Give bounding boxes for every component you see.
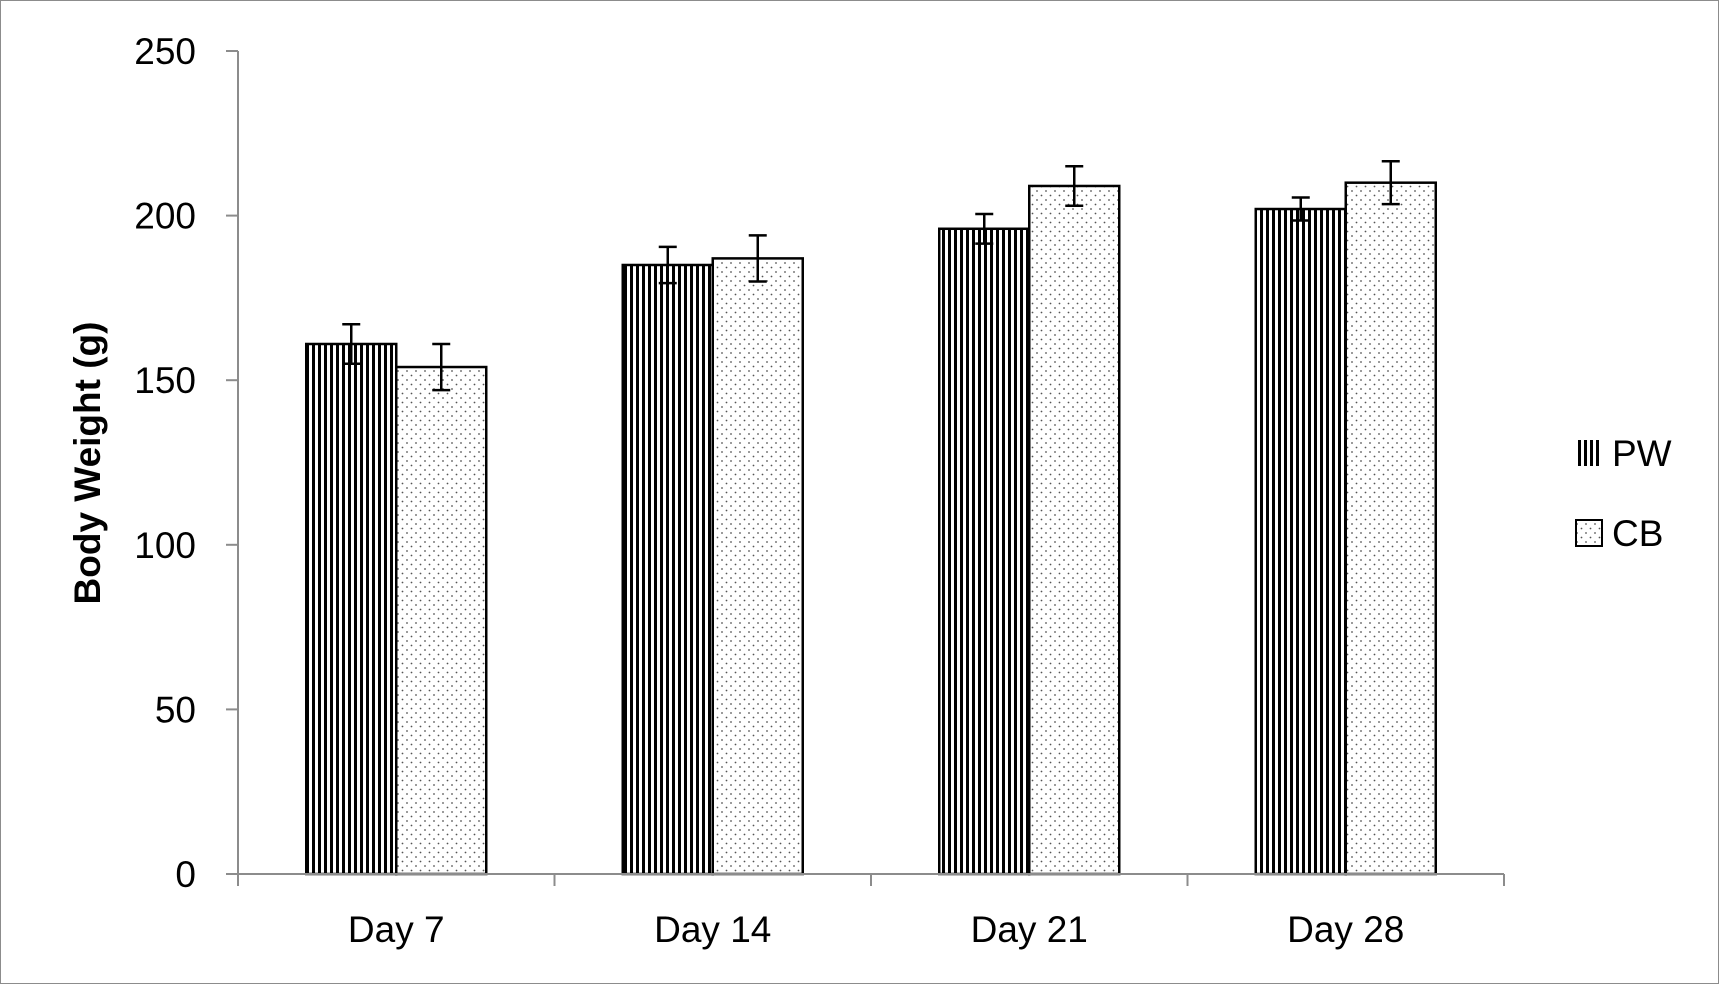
error-bar-cb <box>748 234 767 283</box>
y-axis-title: Body Weight (g) <box>67 322 108 605</box>
y-tick-label: 200 <box>134 196 196 237</box>
plot-area <box>305 160 1437 876</box>
legend: PW CB <box>1575 433 1672 554</box>
bar-pw <box>938 227 1031 876</box>
bar-pw <box>1254 207 1347 876</box>
bar-pw <box>305 342 398 876</box>
y-tick-label: 50 <box>155 689 196 730</box>
error-bar-cb <box>1381 160 1400 206</box>
error-bar-pw <box>1291 196 1310 222</box>
bar-pw <box>621 263 714 876</box>
bar-cb <box>711 257 804 876</box>
bar-cb <box>1028 184 1121 876</box>
y-tick-label: 250 <box>134 31 196 72</box>
y-tick-label: 150 <box>134 360 196 401</box>
x-tick-label: Day 28 <box>1287 909 1404 950</box>
error-bar-pw <box>342 322 361 365</box>
error-bar-cb <box>432 342 451 392</box>
x-tick-label: Day 14 <box>654 909 771 950</box>
y-tick-label: 100 <box>134 525 196 566</box>
y-tick-label: 0 <box>175 854 196 895</box>
error-bar-pw <box>658 245 677 285</box>
bar-cb <box>395 365 488 876</box>
legend-swatch-cb <box>1575 519 1603 547</box>
bar-cb <box>1344 181 1437 876</box>
error-bar-cb <box>1065 164 1084 207</box>
legend-label-cb: CB <box>1612 513 1663 554</box>
legend-swatch-pw <box>1576 440 1602 466</box>
legend-label-pw: PW <box>1612 433 1672 474</box>
error-bar-pw <box>975 212 994 245</box>
x-tick-label: Day 7 <box>348 909 445 950</box>
x-tick-label: Day 21 <box>971 909 1088 950</box>
axes: 0 50 100 150 200 250 Day 7 Day 14 Day 21 Day 28 <box>134 31 1505 950</box>
